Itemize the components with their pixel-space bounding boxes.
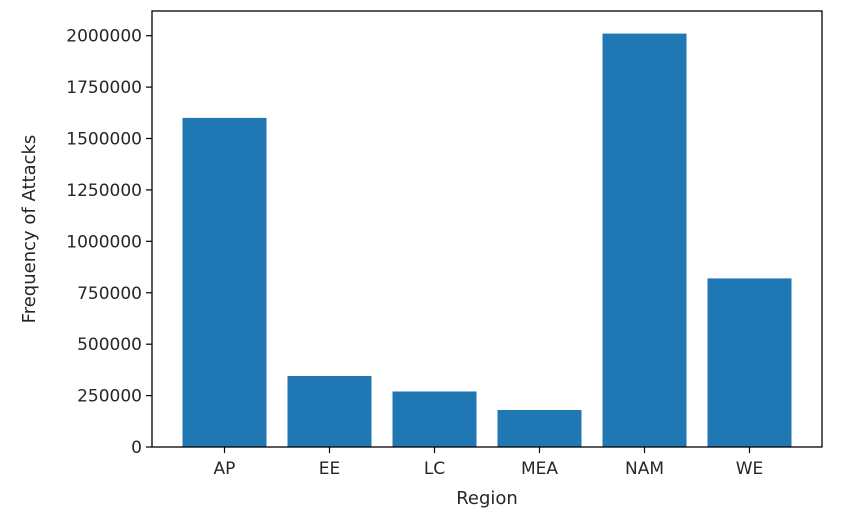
- y-tick-label: 500000: [77, 335, 142, 355]
- bar-mea: [497, 410, 582, 447]
- y-tick-label: 250000: [77, 387, 142, 407]
- y-axis-label: Frequency of Attacks: [19, 135, 40, 324]
- bar-ee: [287, 376, 372, 447]
- x-tick-label-mea: MEA: [521, 459, 558, 479]
- y-tick-label: 750000: [77, 284, 142, 304]
- x-tick-label-lc: LC: [424, 459, 445, 479]
- bars-layer: [182, 33, 792, 448]
- plot-area-frame: [151, 10, 823, 448]
- y-ticks: 0 250000 500000 750000 1000000 1250000 1500000…: [66, 27, 152, 458]
- bar-lc: [392, 391, 477, 447]
- y-tick-label: 2000000: [66, 27, 142, 47]
- x-axis-label: Region: [456, 488, 518, 509]
- bar-nam: [602, 33, 687, 447]
- x-tick-label-ap: AP: [214, 459, 236, 479]
- bar-ap: [182, 117, 267, 448]
- bar-we: [707, 278, 792, 447]
- y-tick-label: 1250000: [66, 181, 142, 201]
- y-tick-label: 0: [131, 438, 142, 458]
- x-ticks: AP EE LC MEA NAM WE: [214, 447, 764, 479]
- y-tick-label: 1500000: [66, 130, 142, 150]
- x-tick-label-we: WE: [736, 459, 764, 479]
- x-tick-label-ee: EE: [319, 459, 340, 479]
- y-tick-label: 1000000: [66, 232, 142, 252]
- x-tick-label-nam: NAM: [625, 459, 664, 479]
- y-tick-label: 1750000: [66, 78, 142, 98]
